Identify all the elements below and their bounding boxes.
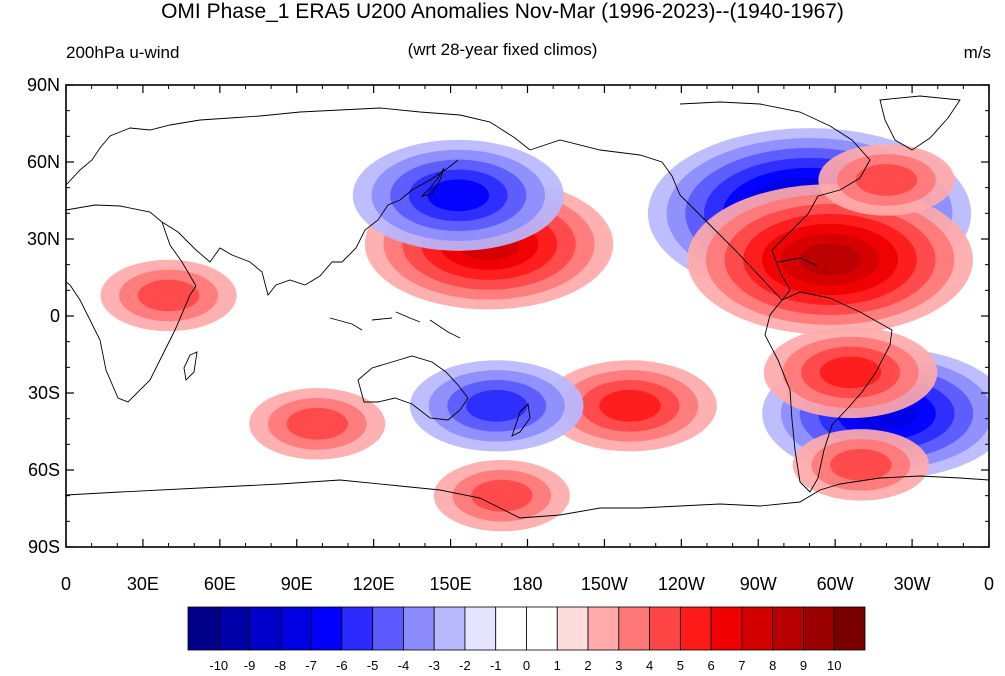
y-tick-label: 60N: [27, 152, 60, 172]
x-tick-label: 90E: [281, 574, 313, 594]
colorbar-swatch: [310, 606, 343, 651]
colorbar-label: -2: [459, 658, 471, 673]
x-tick-label: 180: [512, 574, 542, 594]
y-tick-label: 90S: [28, 537, 60, 557]
y-tick-label: 60S: [28, 460, 60, 480]
colorbar-label: -9: [244, 658, 256, 673]
colorbar-label: 0: [523, 658, 530, 673]
contour-level-3: [830, 448, 892, 481]
x-tick-label: 30E: [127, 574, 159, 594]
anomaly-center-12: [100, 259, 237, 332]
colorbar-label: 10: [827, 658, 841, 673]
anomaly-center-8: [249, 388, 386, 460]
contour-level-3: [855, 164, 918, 196]
colorbar-swatch: [710, 606, 743, 651]
anomaly-center-7: [409, 360, 584, 452]
colorbar-label: -3: [428, 658, 440, 673]
anomaly-center-11: [818, 144, 955, 216]
anomaly-center-6: [543, 360, 717, 452]
colorbar-swatch: [187, 606, 220, 651]
colorbar-swatch: [279, 606, 312, 651]
x-tick-label: 30W: [894, 574, 931, 594]
x-tick-label: 60W: [817, 574, 854, 594]
anomaly-center-5: [763, 326, 938, 419]
contour-level-4: [819, 356, 882, 389]
colorbar-label: -7: [305, 658, 317, 673]
y-tick-label: 30N: [27, 229, 60, 249]
colorbar: -10 -9 -8 -7 -6 -5 -4 -3 -2 -1 0 1 2 3 4 5 6 7 8 9 10: [187, 606, 866, 673]
colorbar-swatch: [218, 606, 250, 651]
colorbar-swatch: [249, 606, 281, 651]
contour-level-3: [137, 279, 200, 312]
x-tick-label: 120E: [353, 574, 395, 594]
climatology-note: (wrt 28-year fixed climos): [407, 40, 598, 59]
colorbar-swatch: [803, 606, 835, 651]
colorbar-swatch: [433, 606, 466, 651]
x-tick-label: 0: [984, 574, 994, 594]
units-label: m/s: [963, 43, 991, 62]
colorbar-swatch: [372, 606, 404, 651]
colorbar-label: -4: [398, 658, 410, 673]
colorbar-label: 7: [738, 658, 745, 673]
colorbar-label: 3: [615, 658, 622, 673]
colorbar-label: -6: [336, 658, 348, 673]
contour-level-3: [286, 407, 348, 440]
colorbar-label: 1: [554, 658, 561, 673]
colorbar-swatch: [464, 606, 497, 651]
colorbar-label: 8: [769, 658, 776, 673]
x-tick-label: 0: [61, 574, 71, 594]
anomaly-center-9: [433, 459, 570, 532]
colorbar-label: -5: [367, 658, 379, 673]
coastlines: [66, 95, 989, 519]
contour-level-7: [799, 243, 861, 276]
colorbar-swatch: [833, 606, 866, 651]
x-tick-label: 150W: [581, 574, 628, 594]
colorbar-label: 2: [584, 658, 591, 673]
y-tick-label: 30S: [28, 383, 60, 403]
anomaly-center-1: [352, 139, 564, 251]
colorbar-label: 4: [646, 658, 653, 673]
colorbar-label: 6: [708, 658, 715, 673]
y-tick-label: 0: [50, 306, 60, 326]
map-title: OMI Phase_1 ERA5 U200 Anomalies Nov-Mar …: [161, 0, 844, 23]
contour-level-3: [471, 479, 533, 512]
anomaly-field: [100, 128, 989, 532]
x-tick-label: 150E: [430, 574, 472, 594]
colorbar-label: 9: [800, 658, 807, 673]
colorbar-swatch: [679, 606, 712, 651]
variable-label: 200hPa u-wind: [66, 43, 180, 62]
colorbar-swatch: [587, 606, 620, 651]
colorbar-swatch: [495, 606, 527, 651]
contour-level-5: [427, 179, 489, 212]
contour-level-4: [599, 389, 661, 422]
colorbar-label: 5: [677, 658, 684, 673]
colorbar-swatch: [403, 606, 435, 651]
colorbar-label: -8: [275, 658, 287, 673]
x-tick-label: 120W: [658, 574, 705, 594]
colorbar-swatch: [772, 606, 804, 651]
map-panel: [66, 85, 989, 547]
colorbar-swatch: [341, 606, 374, 651]
x-tick-label: 90W: [740, 574, 777, 594]
colorbar-swatch: [526, 606, 558, 651]
anomaly-center-10: [792, 429, 929, 501]
x-tick-label: 60E: [204, 574, 236, 594]
colorbar-label: -1: [490, 658, 502, 673]
contour-level-4: [466, 389, 528, 422]
colorbar-swatch: [618, 606, 650, 651]
y-tick-label: 90N: [27, 75, 60, 95]
colorbar-swatch: [556, 606, 589, 651]
colorbar-label: -10: [209, 658, 228, 673]
colorbar-swatch: [741, 606, 774, 651]
colorbar-swatch: [649, 606, 681, 651]
anomaly-center-3: [687, 184, 973, 335]
